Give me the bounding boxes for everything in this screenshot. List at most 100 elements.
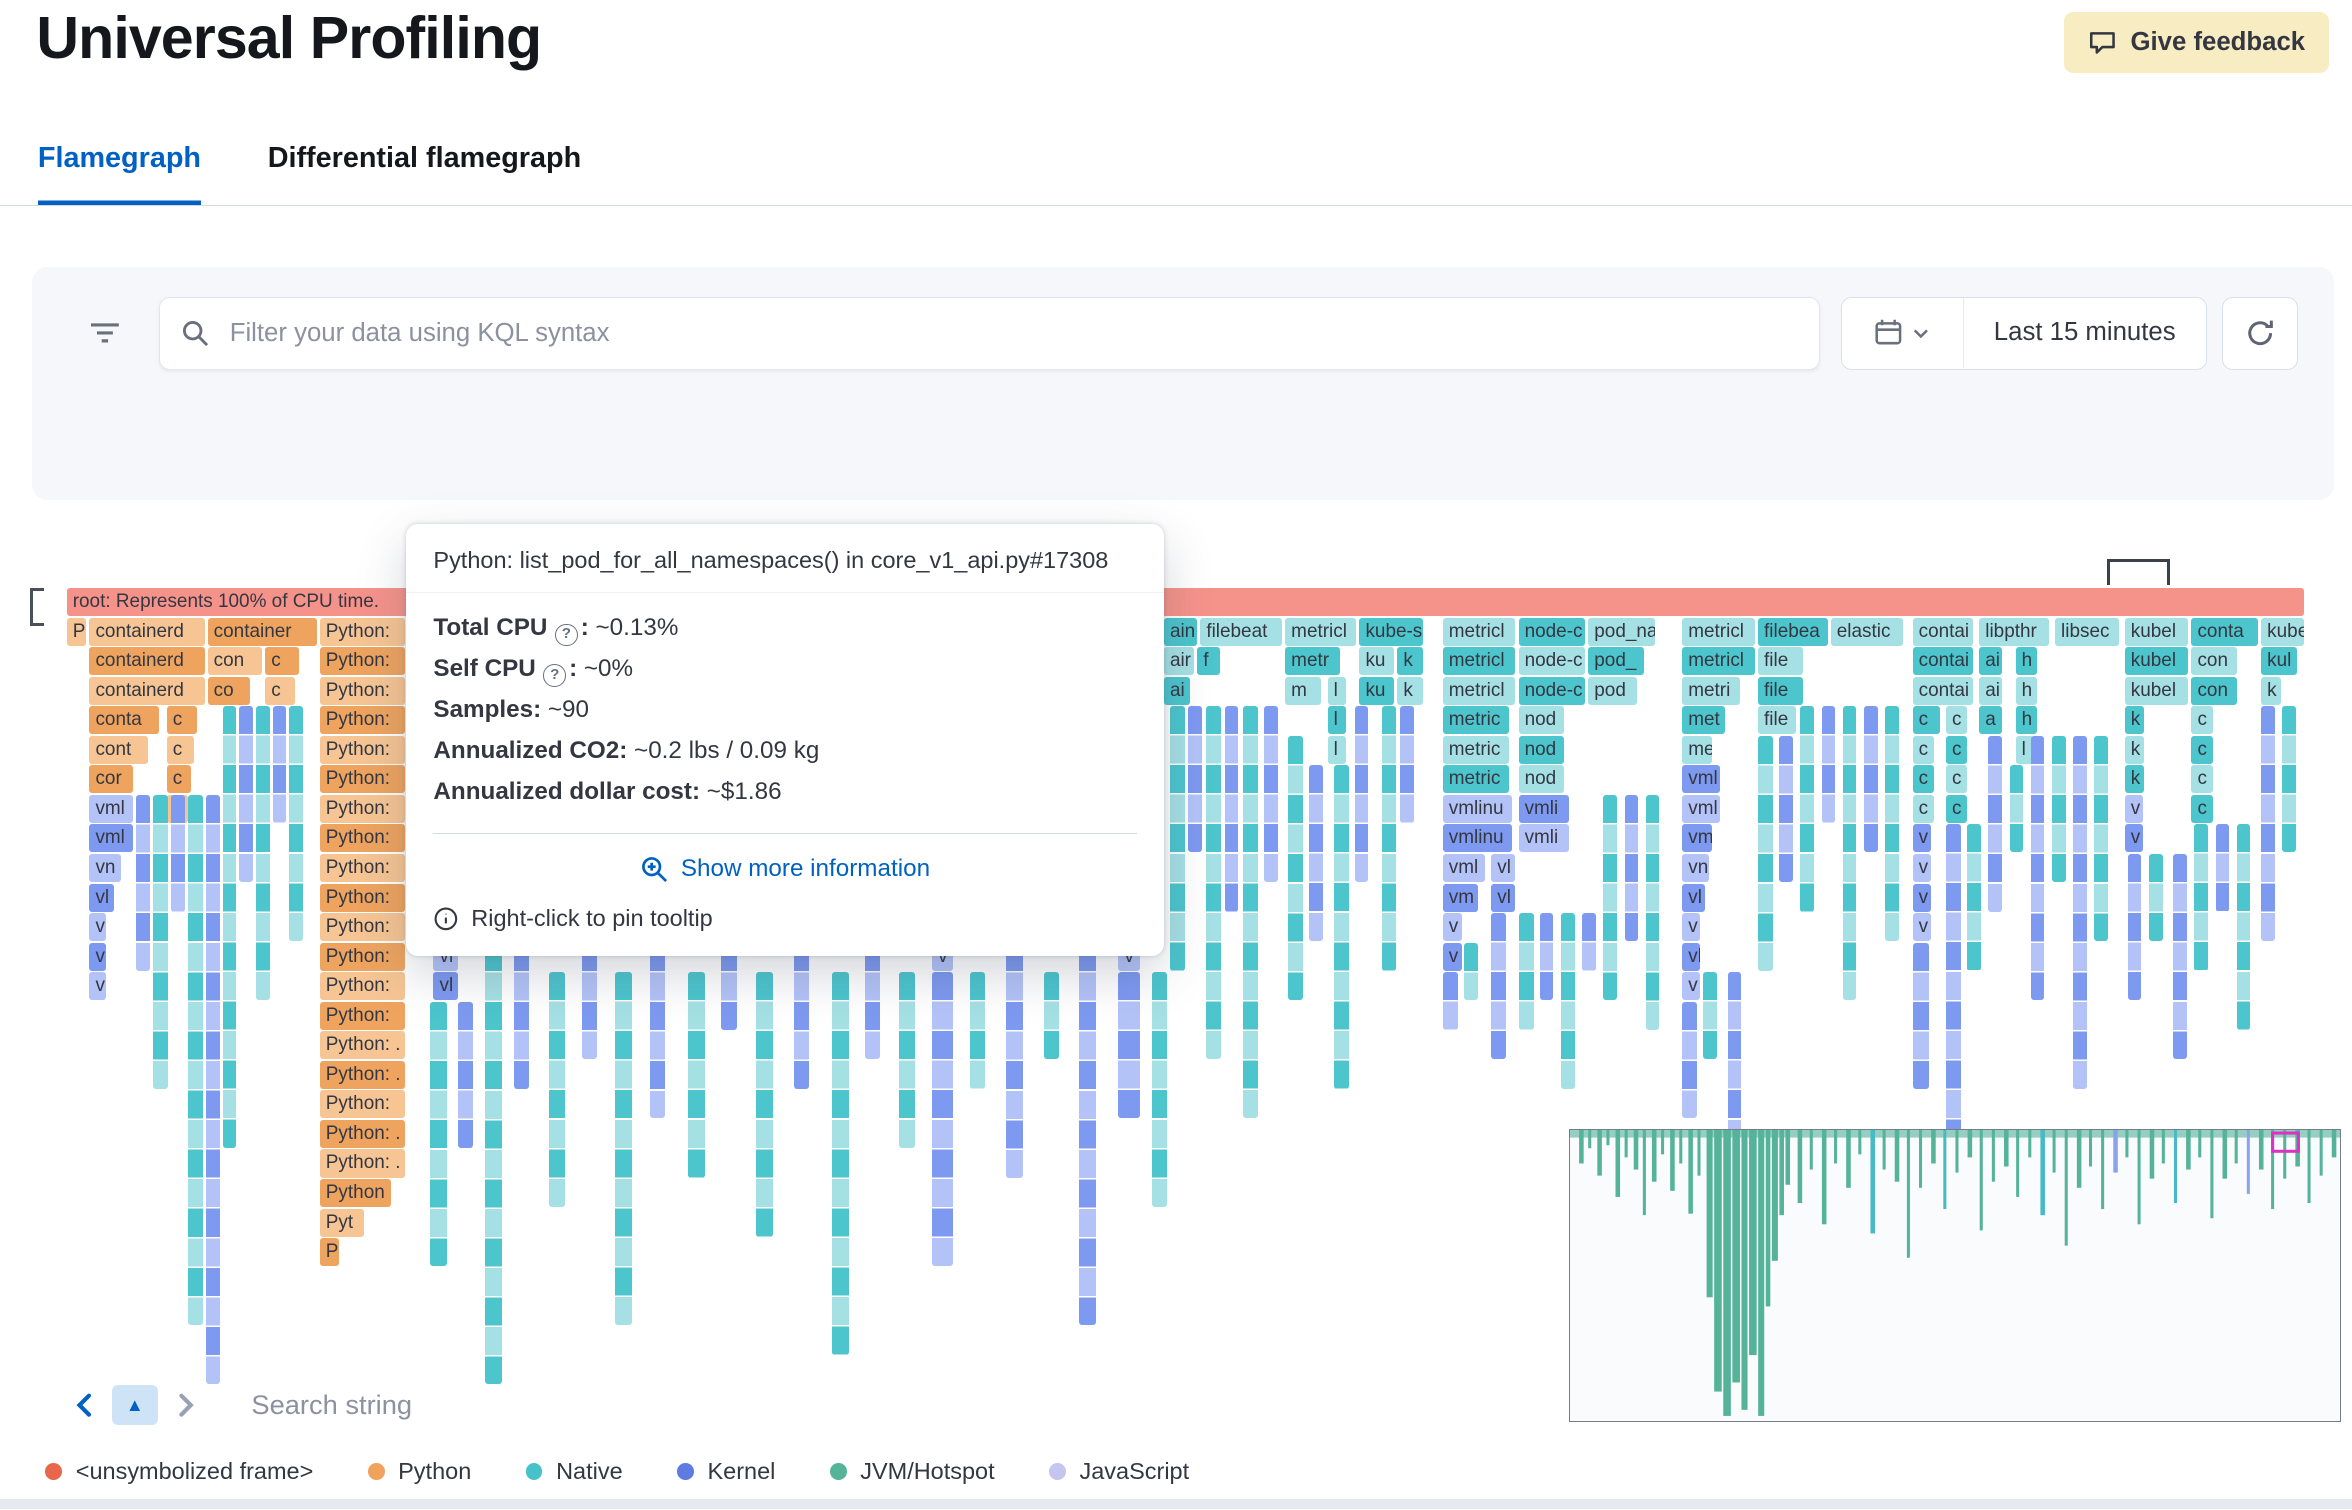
flame-column[interactable]: [513, 942, 529, 1089]
flame-column[interactable]: [1624, 794, 1639, 942]
flame-column[interactable]: [1988, 735, 2002, 912]
flame-frame[interactable]: c: [166, 735, 194, 764]
flame-column[interactable]: [548, 972, 566, 1208]
flame-column[interactable]: [171, 794, 185, 912]
flame-column[interactable]: [153, 794, 169, 1089]
flame-column[interactable]: [2094, 735, 2109, 942]
flame-frame[interactable]: Python:: [319, 794, 405, 823]
flame-frame[interactable]: l: [1327, 676, 1346, 705]
flame-column[interactable]: [187, 794, 204, 1326]
flame-frame[interactable]: vmli: [1518, 824, 1569, 853]
flame-frame[interactable]: h: [2015, 706, 2037, 735]
flame-frame[interactable]: filebeat: [1200, 617, 1283, 646]
flame-frame[interactable]: vn: [1682, 853, 1710, 882]
flame-frame[interactable]: elastic: [1830, 617, 1904, 646]
flame-frame[interactable]: c: [265, 647, 299, 676]
flame-column[interactable]: [430, 1001, 448, 1267]
flame-column[interactable]: [1582, 913, 1596, 971]
flame-frame[interactable]: file: [1757, 676, 1804, 705]
flame-frame[interactable]: node-c: [1518, 647, 1586, 676]
flame-frame[interactable]: k: [2124, 765, 2145, 794]
flame-frame[interactable]: filebea: [1757, 617, 1828, 646]
flame-column[interactable]: [1727, 972, 1742, 1148]
flame-frame[interactable]: c: [1945, 735, 1968, 764]
flame-column[interactable]: [1757, 735, 1774, 971]
flame-frame[interactable]: vml: [89, 824, 134, 853]
flame-frame[interactable]: containerd: [89, 647, 205, 676]
flame-column[interactable]: [1864, 706, 1878, 853]
flame-frame[interactable]: vmli: [1518, 794, 1569, 823]
flame-frame[interactable]: ai: [1979, 647, 2002, 676]
flame-column[interactable]: [2173, 853, 2187, 1060]
flame-frame[interactable]: Python:: [319, 853, 405, 882]
flame-column[interactable]: [1442, 972, 1458, 1030]
flame-frame[interactable]: pod_: [1588, 647, 1645, 676]
flame-frame[interactable]: vl: [1491, 853, 1516, 882]
flame-column[interactable]: [484, 942, 502, 1385]
next-match-button[interactable]: [167, 1387, 203, 1423]
flame-root-frame[interactable]: root: Represents 100% of CPU time.: [66, 588, 2304, 617]
flame-column[interactable]: [1354, 706, 1369, 882]
flame-frame[interactable]: h: [2015, 676, 2037, 705]
flame-frame[interactable]: k: [2124, 735, 2145, 764]
flame-column[interactable]: [756, 972, 773, 1237]
flame-frame[interactable]: air: [1163, 647, 1195, 676]
flame-column[interactable]: [831, 972, 849, 1355]
date-picker-button[interactable]: [1842, 298, 1964, 368]
flame-frame[interactable]: Python:: [319, 913, 405, 942]
flame-frame[interactable]: cor: [89, 765, 134, 794]
flame-frame[interactable]: c: [1912, 765, 1934, 794]
flame-frame[interactable]: l: [1327, 735, 1346, 764]
flame-frame[interactable]: kubel: [2124, 647, 2189, 676]
refresh-button[interactable]: [2222, 297, 2298, 370]
flame-column[interactable]: [2073, 735, 2087, 1089]
flame-frame[interactable]: vmlinu: [1442, 794, 1513, 823]
flame-frame[interactable]: c: [166, 765, 191, 794]
flame-frame[interactable]: v: [2124, 824, 2143, 853]
filter-button[interactable]: [67, 297, 143, 370]
flame-frame[interactable]: k: [2261, 676, 2281, 705]
flame-frame[interactable]: v: [1912, 883, 1931, 912]
flame-column[interactable]: [1118, 972, 1140, 1119]
flame-frame[interactable]: Python:: [319, 1090, 405, 1119]
flame-column[interactable]: [1703, 972, 1718, 1060]
flame-frame[interactable]: P: [66, 617, 87, 646]
flame-frame[interactable]: metricl: [1682, 647, 1755, 676]
flame-frame[interactable]: v: [89, 972, 107, 1001]
flame-frame[interactable]: Python: .: [319, 1060, 405, 1089]
flame-column[interactable]: [898, 972, 916, 1148]
flame-column[interactable]: [1006, 942, 1023, 1178]
flame-column[interactable]: [650, 942, 666, 1119]
move-up-button[interactable]: ▲: [112, 1385, 158, 1425]
flame-column[interactable]: [457, 1001, 473, 1148]
flame-frame[interactable]: conta: [2191, 617, 2259, 646]
flame-column[interactable]: [1206, 706, 1222, 1060]
flame-frame[interactable]: metri: [1682, 676, 1740, 705]
flame-column[interactable]: [1382, 706, 1396, 971]
flame-frame[interactable]: contai: [1912, 676, 1974, 705]
flame-column[interactable]: [1842, 706, 1857, 1001]
flame-column[interactable]: [222, 706, 237, 1148]
flame-frame[interactable]: metric: [1442, 706, 1510, 735]
flame-frame[interactable]: Python: .: [319, 1031, 405, 1060]
flame-frame[interactable]: metricl: [1285, 617, 1357, 646]
flame-frame[interactable]: metricl: [1442, 617, 1516, 646]
flame-frame[interactable]: c: [2191, 794, 2213, 823]
flame-frame[interactable]: con: [2191, 676, 2237, 705]
flame-frame[interactable]: container: [207, 617, 317, 646]
flame-frame[interactable]: Pyt: [319, 1208, 364, 1237]
flame-frame[interactable]: vml: [1682, 765, 1721, 794]
flame-frame[interactable]: metric: [1442, 735, 1510, 764]
flame-frame[interactable]: m: [1285, 676, 1322, 705]
flame-frame[interactable]: kubel: [2124, 676, 2189, 705]
flame-column[interactable]: [2282, 706, 2296, 853]
flame-frame[interactable]: kube-s: [1359, 617, 1424, 646]
flame-column[interactable]: [1044, 972, 1060, 1060]
flame-column[interactable]: [1645, 794, 1660, 1030]
flame-column[interactable]: [256, 706, 270, 1001]
flame-frame[interactable]: ain: [1163, 617, 1198, 646]
flame-frame[interactable]: v: [89, 913, 107, 942]
flame-frame[interactable]: ai: [1163, 676, 1190, 705]
flame-frame[interactable]: k: [1397, 676, 1424, 705]
flame-frame[interactable]: vl: [1491, 883, 1516, 912]
